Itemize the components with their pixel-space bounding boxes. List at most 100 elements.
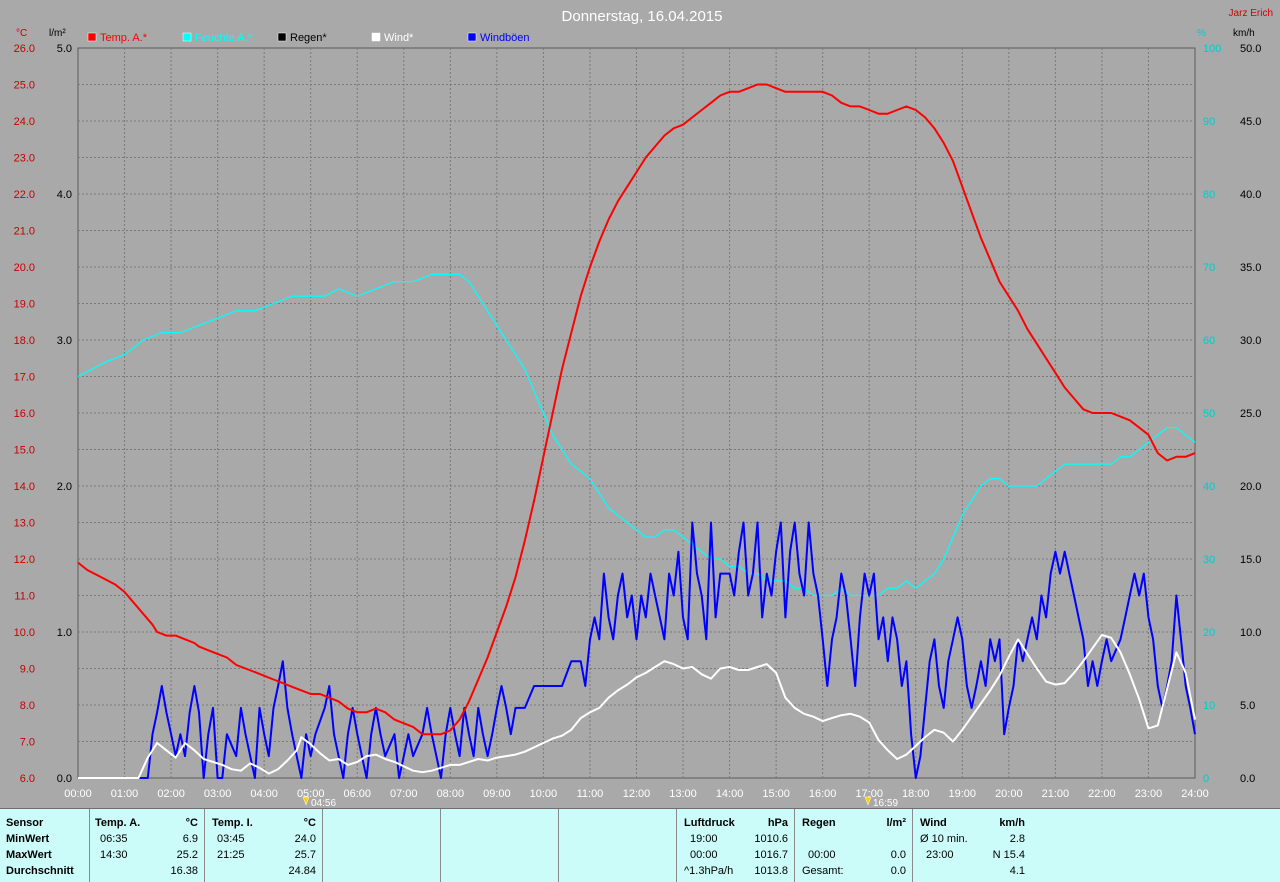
rain-tick-label: 5.0 (57, 43, 72, 55)
time-axis-ticks: 00:00 01:00 02:00 03:00 04:00 05:00 06:00 07:00… (64, 788, 1209, 800)
time-tick-label: 10:00 (530, 788, 558, 800)
temp-tick-label: 12.0 (14, 554, 35, 566)
rain-tick-label: 0.0 (57, 773, 72, 785)
temp-tick-label: 15.0 (14, 445, 35, 457)
wind-tick-label: 50.0 (1240, 43, 1261, 55)
empty-column-3 (559, 809, 677, 882)
wind-column: Wind km/h Ø 10 min. 2.8 23:00 N 15.4 4.1 (913, 809, 1031, 882)
rain-tick-label: 4.0 (57, 189, 72, 201)
rain-total: 0.0 (890, 865, 906, 877)
temp-i-title: Temp. I. (212, 817, 253, 829)
row-avg-label: Durchschnitt (6, 865, 74, 877)
weather-chart: 6.0 7.0 8.0 9.0 10.0 11.0 12.0 13.0 14.0 15.0 16.0… (14, 8, 1273, 808)
time-tick-label: 02:00 (157, 788, 185, 800)
sunset-time: 16:59 (873, 798, 898, 808)
time-tick-label: 06:00 (343, 788, 371, 800)
wind-tick-label: 0.0 (1240, 773, 1255, 785)
pressure-min-time: 19:00 (690, 833, 718, 845)
temp-tick-label: 9.0 (20, 664, 35, 676)
temp-tick-label: 19.0 (14, 299, 35, 311)
temp-tick-label: 16.0 (14, 408, 35, 420)
rain-total-label: Gesamt: (802, 865, 844, 877)
sensor-column: Sensor MinWert MaxWert Durchschnitt (0, 809, 90, 882)
temp-tick-label: 25.0 (14, 80, 35, 92)
temp-a-avg: 16.38 (170, 865, 198, 877)
humidity-tick-label: 100 (1203, 43, 1221, 55)
sunrise-marker: 04:56 (302, 796, 336, 808)
time-tick-label: 15:00 (762, 788, 790, 800)
series-temperature (77, 83, 1196, 736)
temp-tick-label: 20.0 (14, 262, 35, 274)
temp-tick-label: 14.0 (14, 481, 35, 493)
pressure-trend: ^1.3hPa/h (684, 865, 734, 877)
pressure-title: Luftdruck (684, 817, 735, 829)
sunrise-icon (302, 796, 310, 806)
pressure-column: Luftdruck hPa 19:00 1010.6 00:00 1016.7 … (677, 809, 795, 882)
wind-tick-label: 10.0 (1240, 627, 1261, 639)
humidity-tick-label: 50 (1203, 408, 1215, 420)
temp-tick-label: 26.0 (14, 43, 35, 55)
time-tick-label: 22:00 (1088, 788, 1116, 800)
legend-label: Windböen (480, 32, 530, 44)
temp-a-unit: °C (185, 817, 198, 829)
temp-i-max: 25.7 (294, 849, 316, 861)
temp-i-min: 24.0 (294, 833, 316, 845)
legend-swatch (87, 32, 97, 42)
time-tick-label: 23:00 (1135, 788, 1163, 800)
wind-tick-label: 35.0 (1240, 262, 1261, 274)
row-max-label: MaxWert (6, 849, 52, 861)
humidity-tick-label: 30 (1203, 554, 1215, 566)
time-tick-label: 00:00 (64, 788, 92, 800)
humidity-tick-label: 40 (1203, 481, 1215, 493)
humidity-tick-label: 80 (1203, 189, 1215, 201)
time-tick-label: 16:00 (809, 788, 837, 800)
legend: Temp. A.* Feuchte A.* Regen* Wind* Windböen (87, 32, 530, 44)
time-tick-label: 18:00 (902, 788, 930, 800)
time-tick-label: 01:00 (111, 788, 139, 800)
wind-tick-label: 5.0 (1240, 700, 1255, 712)
legend-swatch (182, 32, 192, 42)
time-tick-label: 21:00 (1042, 788, 1070, 800)
temp-tick-label: 11.0 (14, 591, 35, 603)
pressure-max-time: 00:00 (690, 849, 718, 861)
legend-label: Temp. A.* (100, 32, 148, 44)
time-tick-label: 04:00 (250, 788, 278, 800)
row-min-label: MinWert (6, 833, 50, 845)
wind-max: N 15.4 (992, 849, 1025, 861)
legend-label: Feuchte A.* (195, 32, 253, 44)
temp-tick-label: 10.0 (14, 627, 35, 639)
legend-swatch (371, 32, 381, 42)
humidity-wind-axis-ticks: 0 10 20 30 40 50 60 70 80 90 100 0.0 5.0 10.0 15.0 20.0… (1203, 43, 1261, 785)
humidity-tick-label: 60 (1203, 335, 1215, 347)
legend-swatch (277, 32, 287, 42)
wind-tick-label: 45.0 (1240, 116, 1261, 128)
temp-i-max-time: 21:25 (217, 849, 245, 861)
rain-max-time: 00:00 (808, 849, 836, 861)
wind-title: Wind (920, 817, 947, 829)
time-tick-label: 24:00 (1181, 788, 1209, 800)
rain-tick-label: 2.0 (57, 481, 72, 493)
temp-tick-label: 18.0 (14, 335, 35, 347)
humidity-tick-label: 20 (1203, 627, 1215, 639)
legend-label: Regen* (290, 32, 327, 44)
rain-axis-unit: l/m² (49, 28, 66, 39)
legend-label: Wind* (384, 32, 414, 44)
pressure-unit: hPa (767, 817, 788, 829)
temp-a-title: Temp. A. (95, 817, 141, 829)
time-tick-label: 19:00 (949, 788, 977, 800)
wind-max-time: 23:00 (926, 849, 954, 861)
sunset-marker: 16:59 (864, 796, 898, 808)
series-lines (77, 83, 1196, 779)
temp-tick-label: 22.0 (14, 189, 35, 201)
wind-tick-label: 40.0 (1240, 189, 1261, 201)
temp-tick-label: 21.0 (14, 226, 35, 238)
temp-tick-label: 8.0 (20, 700, 35, 712)
empty-column-1 (323, 809, 441, 882)
temp-tick-label: 24.0 (14, 116, 35, 128)
wind-unit: km/h (999, 817, 1025, 829)
pressure-min: 1010.6 (754, 833, 788, 845)
series-wind (78, 633, 1196, 779)
legend-swatch (467, 32, 477, 42)
rain-max: 0.0 (890, 849, 906, 861)
humidity-tick-label: 90 (1203, 116, 1215, 128)
